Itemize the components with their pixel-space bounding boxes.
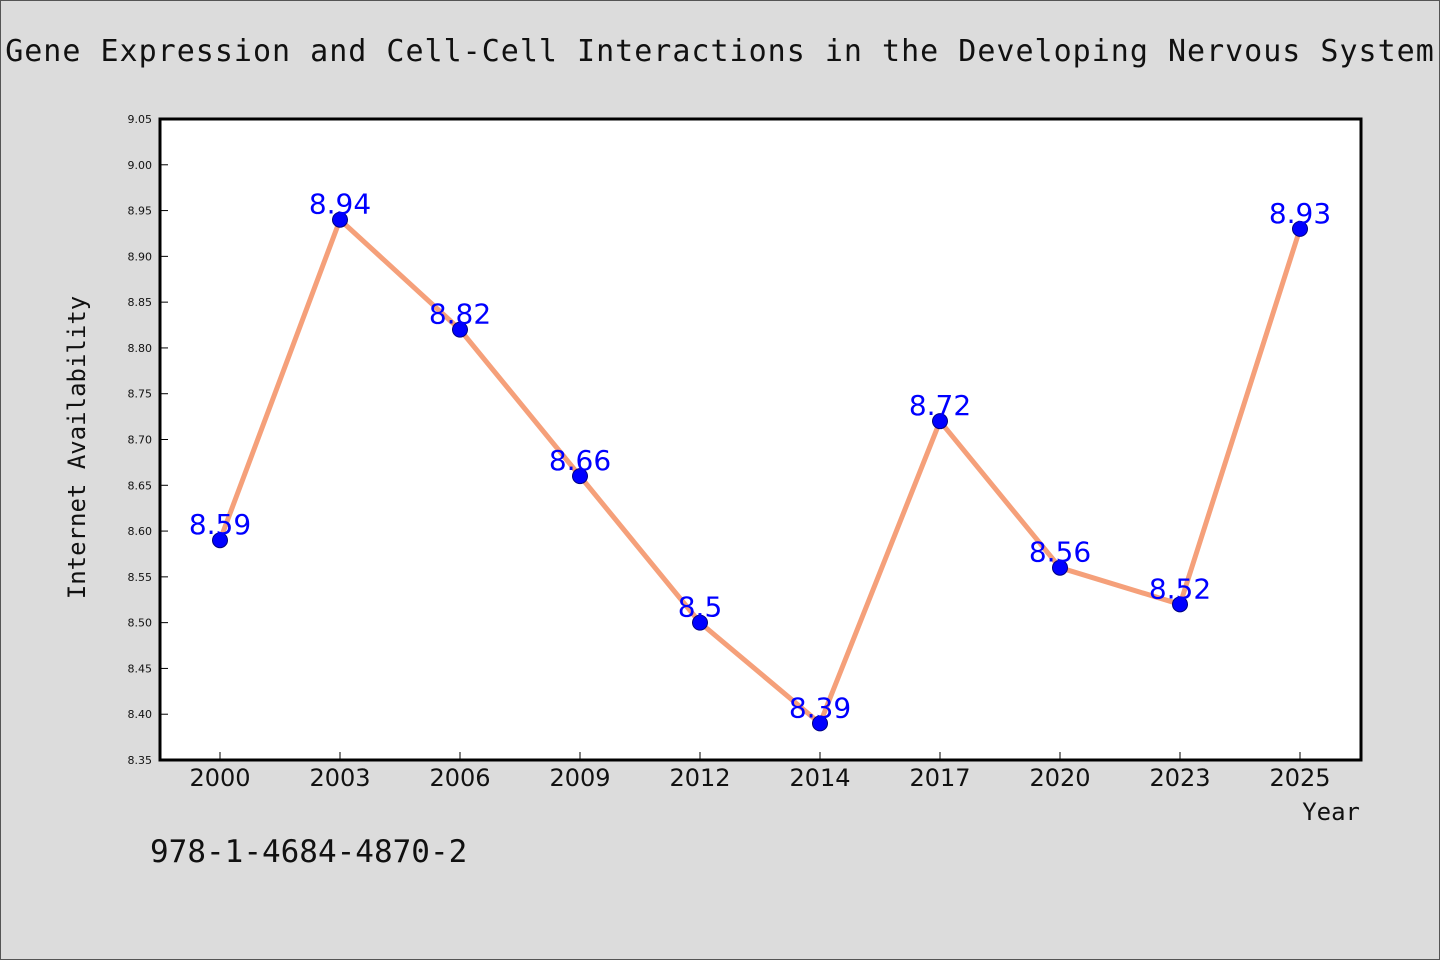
y-tick-label: 8.85 [128,296,153,309]
y-tick-label: 8.75 [128,388,153,401]
data-label: 8.72 [909,389,971,422]
data-point [1292,220,1308,237]
data-label: 8.93 [1269,197,1331,230]
y-tick-label: 8.45 [128,662,153,675]
x-tick-label: 2017 [909,764,970,792]
data-label: 8.59 [189,508,251,541]
y-tick-label: 8.90 [128,250,153,263]
data-point [212,532,228,549]
x-tick-label: 2014 [789,764,850,792]
data-point [932,413,948,430]
x-tick-label: 2000 [189,764,250,792]
y-tick-label: 8.35 [128,754,153,767]
y-tick-label: 8.50 [128,617,153,630]
plot-area [158,117,1363,762]
data-point [572,468,588,485]
data-label: 8.52 [1149,572,1211,605]
y-tick-label: 8.55 [128,571,153,584]
footer-code: 978-1-4684-4870-2 [150,834,468,870]
x-tick-label: 2006 [429,764,490,792]
chart-title: Gene Expression and Cell-Cell Interactio… [5,34,1435,69]
y-tick-label: 8.60 [128,525,153,538]
data-label: 8.56 [1029,536,1091,569]
data-point [332,211,348,228]
x-axis-label: Year [1302,798,1360,826]
x-tick-label: 2003 [309,764,370,792]
y-tick-label: 9.05 [128,113,153,126]
series-line [217,217,1303,726]
y-tick-label: 8.95 [128,205,153,218]
data-point [452,321,468,338]
data-point [1172,596,1188,613]
data-point [812,715,828,732]
y-tick-label: 8.40 [128,708,153,721]
data-label: 8.82 [429,298,491,331]
y-axis-label: Internet Availability [63,296,91,599]
y-tick-label: 8.80 [128,342,153,355]
x-tick-label: 2012 [669,764,730,792]
x-tick-label: 2020 [1029,764,1090,792]
x-tick-label: 2025 [1269,764,1330,792]
data-label: 8.39 [789,691,851,724]
y-tick-label: 8.65 [128,479,153,492]
data-label: 8.94 [309,188,371,221]
x-tick-label: 2009 [549,764,610,792]
data-label: 8.66 [549,444,611,477]
data-label: 8.5 [678,591,723,624]
y-tick-label: 8.70 [128,434,153,447]
data-point [692,614,708,631]
y-tick-label: 9.00 [128,159,153,172]
data-point [1052,559,1068,576]
x-tick-label: 2023 [1149,764,1210,792]
